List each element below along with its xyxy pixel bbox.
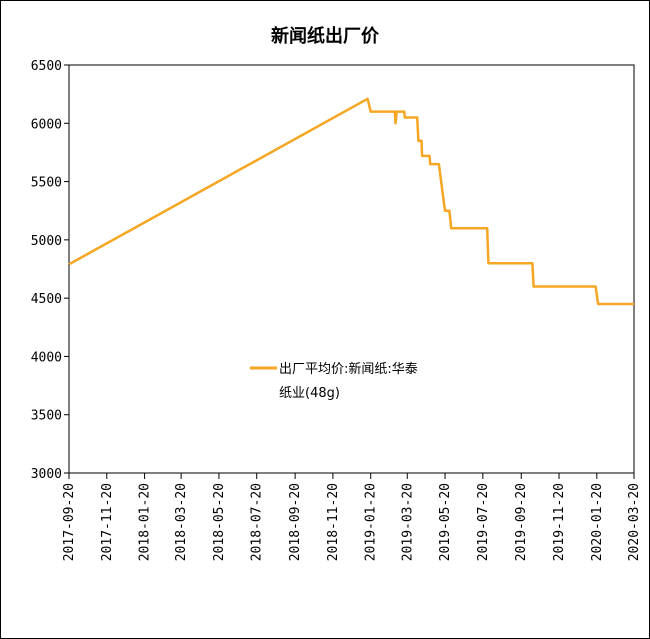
x-tick-label: 2018-01-20	[138, 483, 153, 561]
x-tick-label: 2018-05-20	[212, 483, 227, 561]
x-tick-label: 2018-11-20	[326, 483, 341, 561]
x-tick-label: 2019-05-20	[438, 483, 453, 561]
x-tick-label: 2017-11-20	[100, 483, 115, 561]
x-tick-label: 2019-01-20	[364, 483, 379, 561]
legend: 出厂平均价:新闻纸:华泰 纸业(48g)	[250, 361, 418, 401]
y-tick-label: 4500	[31, 292, 62, 307]
x-tick-label: 2020-03-20	[627, 483, 642, 561]
x-tick-label: 2017-09-20	[62, 483, 77, 561]
y-tick-label: 5500	[31, 176, 62, 191]
chart-title: 新闻纸出厂价	[271, 25, 380, 47]
x-tick-label: 2020-01-20	[590, 483, 605, 561]
y-tick-label: 5000	[31, 234, 62, 249]
y-tick-label: 6000	[31, 117, 62, 132]
legend-label-line1: 出厂平均价:新闻纸:华泰	[279, 361, 418, 377]
y-tick-label: 6500	[31, 59, 62, 74]
plot-area: 3000 3500 4000 4500 5000 5500 6000 6500 2017-09-…	[31, 59, 642, 561]
x-tick-label: 2018-07-20	[250, 483, 265, 561]
legend-label-line2: 纸业(48g)	[279, 386, 340, 401]
x-tick-label: 2019-09-20	[514, 483, 529, 561]
x-tick-label: 2019-03-20	[400, 483, 415, 561]
y-tick-label: 4000	[31, 350, 62, 365]
x-tick-label: 2019-07-20	[476, 483, 491, 561]
series-line	[68, 97, 634, 306]
x-tick-label: 2018-03-20	[174, 483, 189, 561]
x-tick-label: 2019-11-20	[552, 483, 567, 561]
x-tick-label: 2018-09-20	[288, 483, 303, 561]
plot-border	[68, 64, 635, 474]
y-tick-label: 3500	[31, 409, 62, 424]
y-tick-label: 3000	[31, 467, 62, 482]
